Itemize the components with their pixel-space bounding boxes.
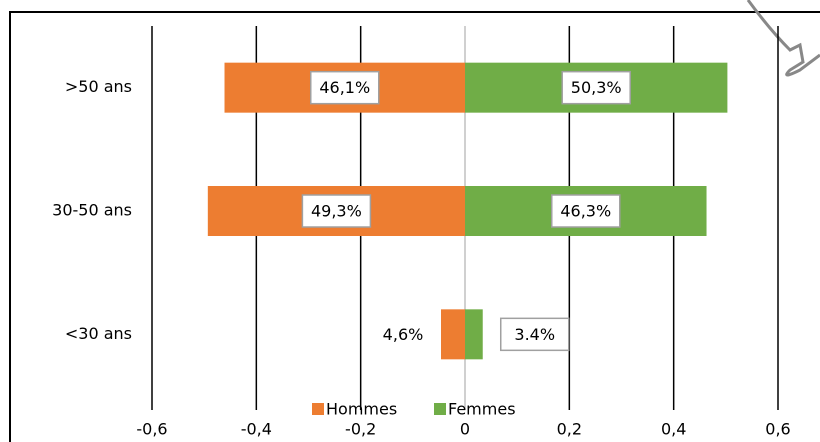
data-label-box bbox=[561, 70, 631, 105]
x-tick-label: 0,6 bbox=[765, 420, 790, 439]
data-label: 50,3% bbox=[571, 78, 622, 97]
data-label: 46,3% bbox=[560, 202, 611, 221]
data-label-box bbox=[301, 194, 372, 228]
y-tick-label: >50 ans bbox=[65, 77, 132, 96]
x-tick-label: -0,2 bbox=[345, 420, 376, 439]
data-label-box bbox=[551, 194, 621, 228]
legend-label: Femmes bbox=[448, 400, 516, 419]
y-tick-label: <30 ans bbox=[65, 324, 132, 343]
x-tick-label: 0,2 bbox=[557, 420, 582, 439]
data-label: 3.4% bbox=[514, 325, 555, 344]
decoration bbox=[746, 0, 820, 77]
data-label-box bbox=[499, 317, 570, 352]
bar bbox=[441, 309, 465, 360]
data-label: 4,6% bbox=[383, 325, 424, 344]
y-tick-label: 30-50 ans bbox=[52, 201, 132, 220]
legend-swatch bbox=[312, 403, 324, 415]
data-label: 46,1% bbox=[319, 78, 370, 97]
x-tick-label: 0 bbox=[460, 420, 470, 439]
data-label-box bbox=[310, 70, 380, 105]
x-tick-label: -0,6 bbox=[136, 420, 167, 439]
legend-label: Hommes bbox=[326, 400, 397, 419]
bar bbox=[465, 309, 483, 360]
legend-swatch bbox=[434, 403, 446, 415]
x-tick-label: 0,4 bbox=[661, 420, 686, 439]
x-tick-label: -0,4 bbox=[241, 420, 272, 439]
data-label: 49,3% bbox=[311, 202, 362, 221]
